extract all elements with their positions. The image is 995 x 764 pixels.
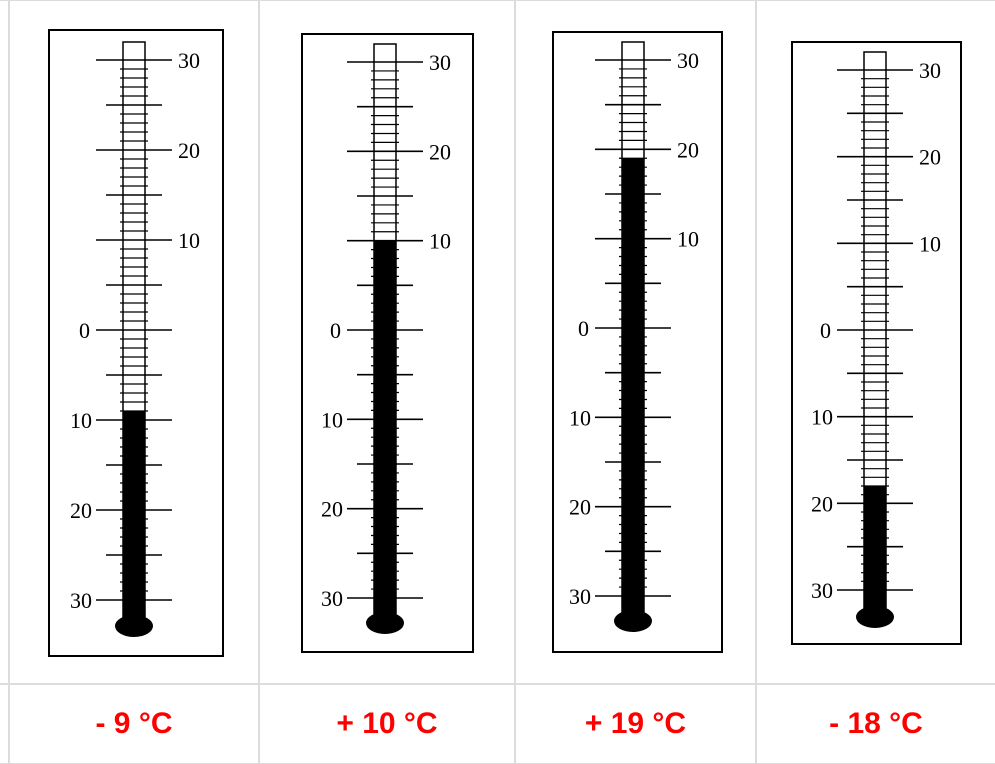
caption-2: + 10 °C xyxy=(336,707,438,740)
thermometer-frame xyxy=(301,33,474,653)
grid-line xyxy=(258,0,260,764)
mercury-bulb xyxy=(856,606,894,628)
scale-label-lower: 20 xyxy=(811,491,833,516)
mercury-bulb xyxy=(115,615,153,637)
scale-label-upper: 30 xyxy=(178,48,200,73)
mercury-column xyxy=(374,240,396,623)
scale-label-lower: 20 xyxy=(70,498,92,523)
scale-label-lower: 30 xyxy=(811,578,833,603)
scale-label-lower: 30 xyxy=(321,586,343,611)
thermometer-svg: 30 20 10 0 10 20 30 xyxy=(791,41,962,645)
scale-label-lower: 20 xyxy=(321,497,343,522)
scale-label-upper: 30 xyxy=(919,58,941,83)
grid-line xyxy=(514,0,516,764)
thermometer-svg: 30 20 10 0 10 20 30 xyxy=(48,29,224,657)
scale-label-zero: 0 xyxy=(820,318,831,343)
mercury-column xyxy=(123,411,145,626)
scale-label-upper: 20 xyxy=(919,145,941,170)
scale-label-zero: 0 xyxy=(330,318,341,343)
scale-label-lower: 10 xyxy=(569,405,591,430)
scale-label-lower: 30 xyxy=(70,588,92,613)
caption-1: - 9 °C xyxy=(95,707,173,740)
scale-label-upper: 20 xyxy=(677,137,699,162)
scale-label-upper: 10 xyxy=(178,228,200,253)
caption-3: + 19 °C xyxy=(584,707,687,740)
caption-4: - 18 °C xyxy=(829,707,923,740)
scale-label-lower: 10 xyxy=(811,405,833,430)
thermometer-frame xyxy=(791,41,962,645)
scale-label-zero: 0 xyxy=(578,316,589,341)
thermometer-frame xyxy=(552,31,723,653)
scale-label-lower: 30 xyxy=(569,584,591,609)
scale-label-upper: 10 xyxy=(429,229,451,254)
scale-label-upper: 30 xyxy=(429,50,451,75)
mercury-column xyxy=(622,158,644,621)
grid-line xyxy=(0,0,995,1)
mercury-bulb xyxy=(614,610,652,632)
thermometer-svg: 30 20 10 0 10 20 30 xyxy=(552,31,723,653)
scale-label-upper: 20 xyxy=(178,138,200,163)
scale-label-lower: 10 xyxy=(321,407,343,432)
mercury-bulb xyxy=(366,612,404,634)
scale-label-upper: 10 xyxy=(677,227,699,252)
mercury-column xyxy=(864,486,886,617)
scale-label-lower: 20 xyxy=(569,495,591,520)
scale-label-upper: 10 xyxy=(919,231,941,256)
grid-line xyxy=(0,683,995,685)
scale-label-lower: 10 xyxy=(70,408,92,433)
scale-label-upper: 20 xyxy=(429,139,451,164)
scale-label-zero: 0 xyxy=(79,318,90,343)
scale-label-upper: 30 xyxy=(677,48,699,73)
grid-line xyxy=(8,0,10,764)
grid-line xyxy=(755,0,757,764)
thermometer-frame xyxy=(48,29,224,657)
thermometer-svg: 30 20 10 0 10 20 30 xyxy=(301,33,474,653)
